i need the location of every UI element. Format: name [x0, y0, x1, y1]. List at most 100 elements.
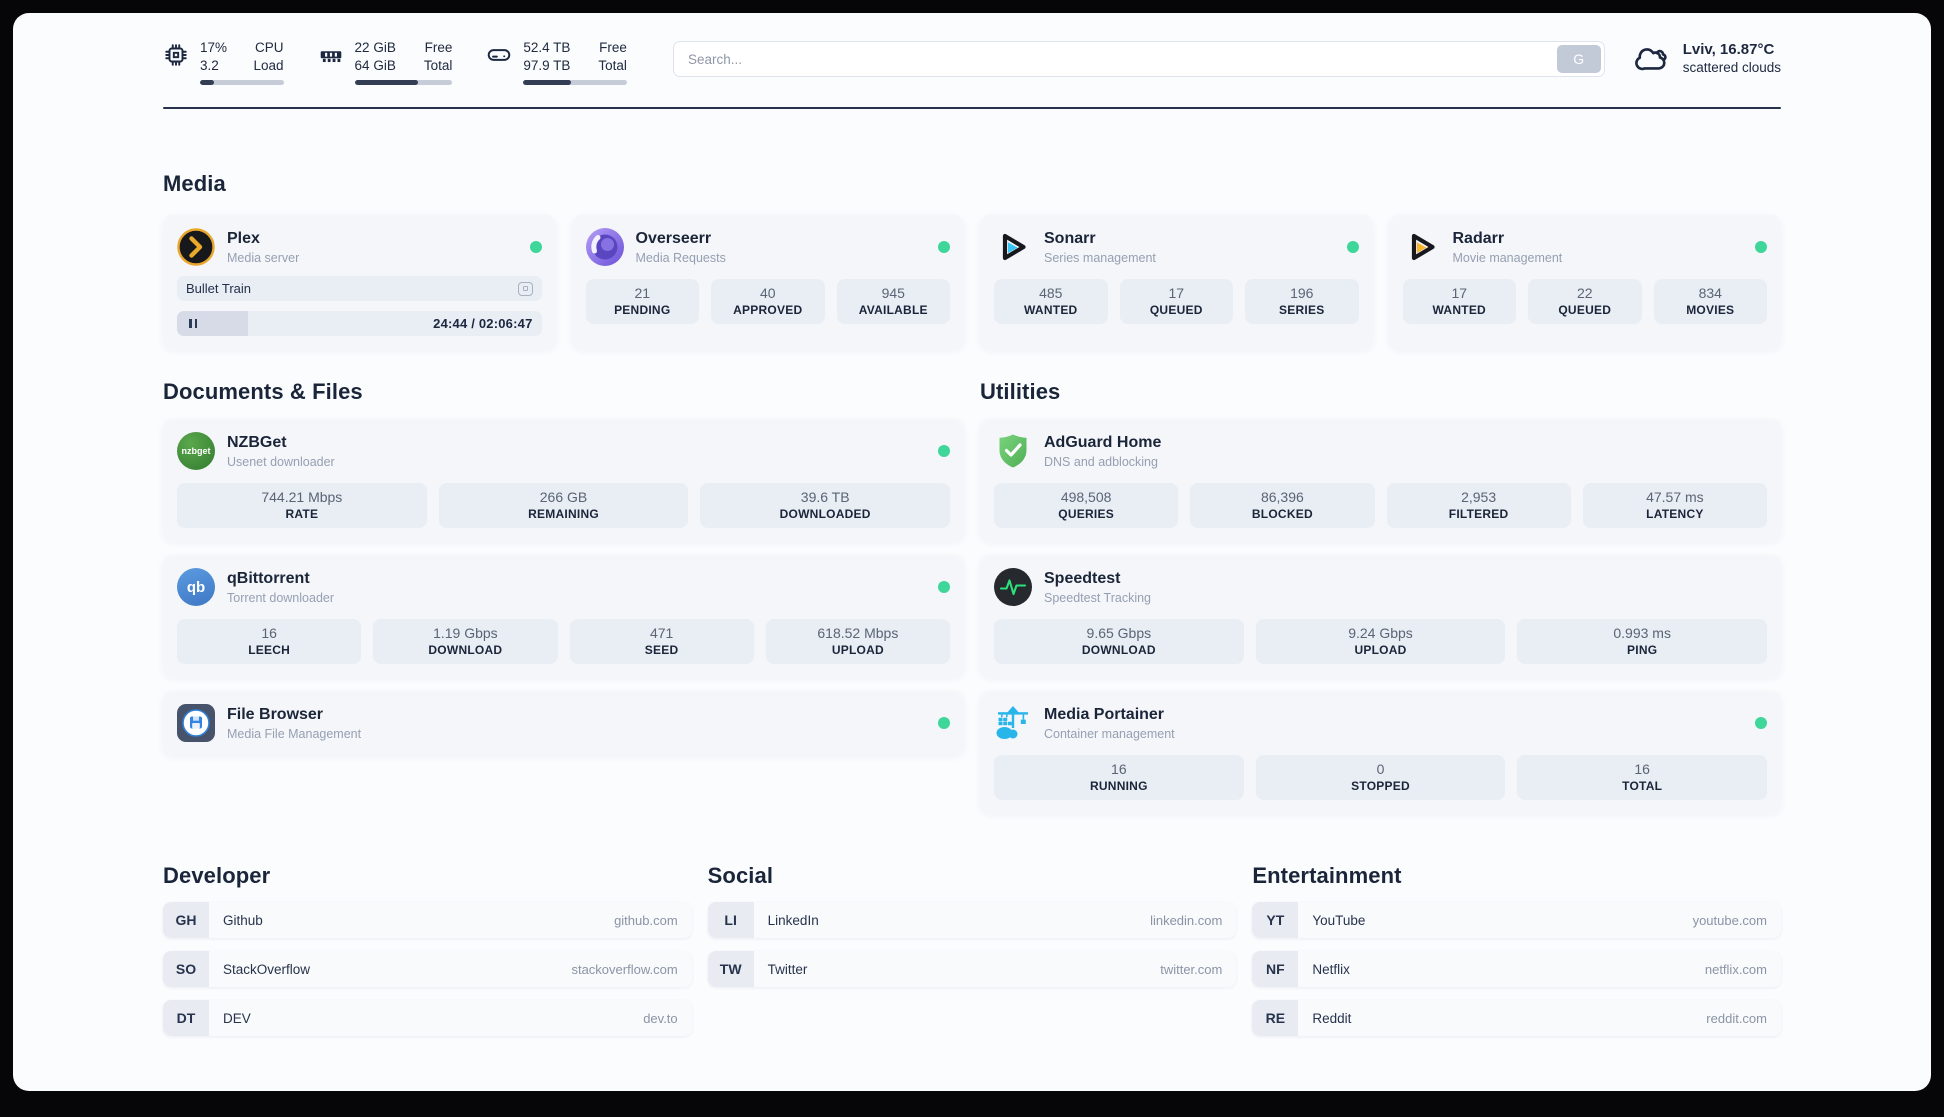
documents-section-title: Documents & Files [163, 379, 363, 405]
bookmark-twitter[interactable]: TW Twitter twitter.com [707, 951, 1237, 988]
filebrowser-card[interactable]: File Browser Media File Management [163, 691, 964, 756]
dashboard-page: 17% CPU 3.2 Load 22 GiB Free 64 GiB Total [13, 13, 1931, 1091]
radarr-status-online-dot [1755, 241, 1767, 254]
plex-description: Media server [227, 250, 300, 265]
filebrowser-icon [177, 704, 215, 743]
overseerr-name: Overseerr [635, 229, 712, 247]
ram-icon [320, 51, 341, 63]
speedtest-card[interactable]: Speedtest Speedtest Tracking 9.65 Gbps DO… [980, 555, 1781, 678]
disk-progress-fill [523, 80, 571, 86]
overseerr-icon [585, 228, 624, 267]
media-section: Media Plex Media server Bullet Train [163, 171, 1781, 350]
twitter-badge: TW [707, 951, 754, 988]
filebrowser-description: Media File Management [227, 726, 362, 741]
media-section-title: Media [163, 171, 226, 197]
sonarr-card[interactable]: Sonarr Series management 485 WANTED 17 QUE… [980, 215, 1373, 350]
bookmark-youtube[interactable]: YT YouTube youtube.com [1252, 902, 1781, 939]
sonarr-icon [1002, 233, 1026, 261]
portainer-card[interactable]: Media Portainer Container management 16 R… [980, 691, 1781, 814]
nzbget-status-online-dot [938, 445, 950, 458]
nzbget-stat-rate: 744.21 Mbps RATE [177, 483, 427, 529]
disk-progress-bar [523, 80, 627, 86]
overseerr-card[interactable]: Overseerr Media Requests 21 PENDING 40 APP… [571, 215, 964, 350]
weather-condition: scattered clouds [1682, 60, 1781, 75]
plex-icon [177, 228, 215, 266]
utilities-section-title: Utilities [980, 379, 1061, 405]
adguard-name: AdGuard Home [1044, 433, 1162, 451]
adguard-icon [999, 434, 1027, 468]
speedtest-icon [994, 568, 1032, 607]
cpu-load-value: 3.2 [200, 57, 219, 73]
nzbget-description: Usenet downloader [227, 454, 335, 469]
stackoverflow-badge: SO [163, 951, 209, 988]
qbittorrent-stat-leech: 16 LEECH [177, 619, 362, 665]
qbittorrent-card[interactable]: qb qBittorrent Torrent downloader 16 LEEC… [163, 555, 964, 678]
disk-total-label: Total [598, 57, 627, 73]
overseerr-stat-available: 945 AVAILABLE [836, 279, 950, 325]
adguard-stat-blocked: 86,396 BLOCKED [1190, 483, 1375, 529]
portainer-description: Container management [1044, 726, 1175, 741]
top-bar: 17% CPU 3.2 Load 22 GiB Free 64 GiB Total [163, 13, 1781, 86]
speedtest-stat-ping: 0.993 ms PING [1517, 619, 1768, 665]
plex-status-online-dot [529, 241, 542, 254]
search-engine-button[interactable]: G [1556, 45, 1601, 73]
pause-icon[interactable] [189, 319, 197, 329]
social-section-title: Social [707, 863, 774, 889]
session-device-icon[interactable] [517, 281, 533, 296]
disk-free-label: Free [599, 40, 627, 55]
developer-section-title: Developer [163, 863, 271, 889]
plex-card[interactable]: Plex Media server Bullet Train 24:44 / 0… [163, 215, 556, 350]
qbittorrent-icon: qb [177, 568, 215, 607]
memory-progress-fill [354, 80, 419, 86]
memory-total-value: 64 GiB [354, 57, 396, 73]
radarr-stat-wanted: 17 WANTED [1402, 279, 1516, 325]
linkedin-badge: LI [707, 902, 754, 939]
sonarr-name: Sonarr [1044, 229, 1096, 247]
nzbget-name: NZBGet [227, 433, 287, 451]
disk-stat: 52.4 TB Free 97.9 TB Total [486, 39, 627, 86]
adguard-stat-filtered: 2,953 FILTERED [1386, 483, 1571, 529]
portainer-stat-stopped: 0 STOPPED [1255, 755, 1506, 801]
portainer-status-online-dot [1755, 717, 1767, 730]
bookmark-netflix[interactable]: NF Netflix netflix.com [1252, 951, 1781, 988]
youtube-badge: YT [1252, 902, 1299, 939]
adguard-card[interactable]: AdGuard Home DNS and adblocking 498,508 Q… [980, 419, 1781, 542]
sonarr-description: Series management [1044, 250, 1156, 265]
radarr-description: Movie management [1452, 250, 1563, 265]
cloud-icon [1634, 48, 1667, 71]
overseerr-stat-pending: 21 PENDING [585, 279, 699, 325]
bookmark-dev[interactable]: DT DEV dev.to [163, 1000, 692, 1037]
speedtest-stat-upload: 9.24 Gbps UPLOAD [1255, 619, 1506, 665]
entertainment-section-title: Entertainment [1252, 863, 1402, 889]
overseerr-description: Media Requests [635, 250, 726, 265]
memory-free-label: Free [424, 40, 453, 55]
search-container: G [672, 41, 1605, 77]
plex-session-time: 24:44 / 02:06:47 [433, 316, 533, 332]
bookmark-github[interactable]: GH Github github.com [163, 902, 692, 939]
nzbget-stat-remaining: 266 GB REMAINING [438, 483, 689, 529]
nzbget-card[interactable]: nzbget NZBGet Usenet downloader 744.21 M… [163, 419, 964, 542]
system-stats: 17% CPU 3.2 Load 22 GiB Free 64 GiB Total [163, 39, 627, 86]
nzbget-icon: nzbget [177, 432, 215, 471]
memory-free-value: 22 GiB [354, 40, 396, 55]
filebrowser-name: File Browser [227, 705, 324, 723]
bookmark-linkedin[interactable]: LI LinkedIn linkedin.com [707, 902, 1237, 939]
plex-progress-fill [177, 311, 249, 337]
qbittorrent-name: qBittorrent [227, 569, 310, 587]
netflix-badge: NF [1252, 951, 1299, 988]
search-input[interactable] [672, 41, 1605, 77]
documents-column: Documents & Files nzbget NZBGet Usenet d… [163, 379, 964, 756]
speedtest-name: Speedtest [1044, 569, 1121, 587]
memory-stat: 22 GiB Free 64 GiB Total [318, 39, 453, 86]
plex-session-title: Bullet Train [186, 281, 252, 297]
bookmark-reddit[interactable]: RE Reddit reddit.com [1252, 1000, 1781, 1037]
bookmark-stackoverflow[interactable]: SO StackOverflow stackoverflow.com [163, 951, 692, 988]
plex-progress-row: 24:44 / 02:06:47 [177, 311, 542, 337]
cpu-load-label: Load [253, 57, 284, 73]
plex-name: Plex [227, 229, 260, 247]
developer-section: Developer GH Github github.com SO StackO… [163, 863, 692, 1037]
radarr-name: Radarr [1452, 229, 1505, 247]
sonarr-stat-series: 196 SERIES [1245, 279, 1359, 325]
speedtest-stat-download: 9.65 Gbps DOWNLOAD [994, 619, 1244, 665]
radarr-card[interactable]: Radarr Movie management 17 WANTED 22 QUEUE… [1388, 215, 1781, 350]
